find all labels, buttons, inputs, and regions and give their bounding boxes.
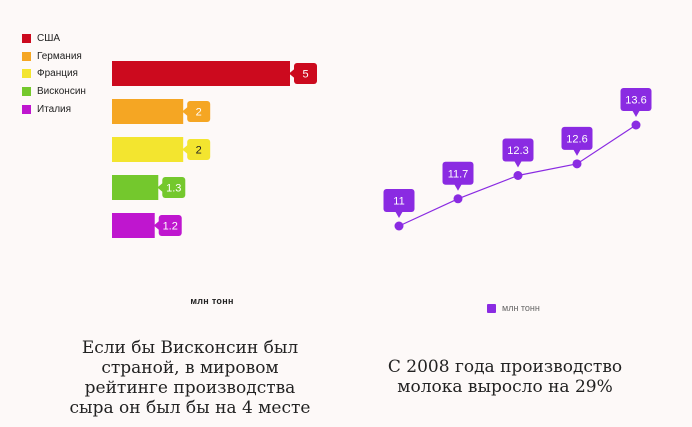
bar-label-pointer <box>153 220 160 231</box>
line-value-label: 13.6 <box>625 95 646 107</box>
legend-swatch <box>22 69 31 79</box>
bar <box>112 137 184 162</box>
line-legend: млн тонн <box>487 303 540 313</box>
legend-swatch <box>22 104 31 114</box>
bar-label-pointer <box>182 106 189 117</box>
line-point <box>631 120 641 130</box>
line-label-box <box>383 189 415 212</box>
bar-value-label: 1.3 <box>166 183 181 195</box>
legend-swatch <box>22 34 31 44</box>
bar-value-label: 2 <box>196 107 202 119</box>
line-point-group: 12.3 <box>502 138 534 180</box>
line-label-pointer <box>632 110 640 117</box>
bar-group: 1.2 <box>112 213 182 238</box>
line-point-group: 11.7 <box>442 161 474 204</box>
bar-label-box <box>162 177 186 198</box>
bar-axis-label: млн тонн <box>190 296 234 306</box>
bar <box>112 213 155 238</box>
legend-label: Франция <box>37 68 78 80</box>
line-point <box>513 171 523 180</box>
bar-value-label: 5 <box>302 69 308 81</box>
line-label-pointer <box>395 211 403 218</box>
legend-item: Франция <box>22 65 86 83</box>
line-label-box <box>502 138 534 162</box>
line-point-group: 11 <box>383 189 415 231</box>
line-value-label: 12.3 <box>507 145 528 157</box>
bar-label-box <box>187 101 211 122</box>
bar-label-pointer <box>157 182 164 193</box>
bar-group: 5 <box>112 61 317 86</box>
bar-value-label: 1.2 <box>163 221 178 233</box>
legend-item: США <box>22 30 86 48</box>
bar-legend: США Германия Франция Висконсин Италия <box>22 30 86 118</box>
line-label-box <box>442 161 474 185</box>
line-label-box <box>620 88 652 111</box>
line-point <box>572 159 582 169</box>
bar-group: 2 <box>112 137 211 162</box>
bar-label-box <box>158 215 182 236</box>
line-legend-label: млн тонн <box>502 303 540 313</box>
bar-group: 2 <box>112 99 211 124</box>
caption-right: С 2008 года производство молока выросло … <box>387 357 623 397</box>
bar <box>112 175 159 200</box>
bar-label-box <box>187 139 211 160</box>
line-legend-swatch <box>487 303 496 313</box>
legend-label: Италия <box>37 103 72 115</box>
bar-group: 1.3 <box>112 175 186 200</box>
legend-item: Висконсин <box>22 83 86 101</box>
bar <box>112 61 290 86</box>
legend-label: Висконсин <box>37 86 86 98</box>
line-label-box <box>561 126 593 150</box>
line-value-label: 11.7 <box>448 168 469 180</box>
line-label-pointer <box>454 183 462 191</box>
line-point-group: 13.6 <box>620 88 652 130</box>
line-label-pointer <box>573 148 581 156</box>
legend-label: США <box>37 33 61 45</box>
line-point <box>394 221 404 231</box>
line-label-pointer <box>514 160 522 168</box>
bar <box>112 99 184 124</box>
bar-label-pointer <box>182 144 189 155</box>
bar-label-box <box>294 63 317 84</box>
line-point-group: 12.6 <box>561 126 593 169</box>
line-point <box>453 194 463 204</box>
bar-label-pointer <box>289 68 295 79</box>
caption-left: Если бы Висконсин был страной, в мировом… <box>69 338 311 418</box>
bar-value-label: 2 <box>196 145 202 157</box>
legend-item: Италия <box>22 100 86 118</box>
line-value-label: 11 <box>393 196 404 208</box>
legend-swatch <box>22 51 31 61</box>
line-value-label: 12.6 <box>566 133 587 145</box>
legend-label: Германия <box>37 50 82 62</box>
legend-swatch <box>22 87 31 97</box>
legend-item: Германия <box>22 48 86 66</box>
